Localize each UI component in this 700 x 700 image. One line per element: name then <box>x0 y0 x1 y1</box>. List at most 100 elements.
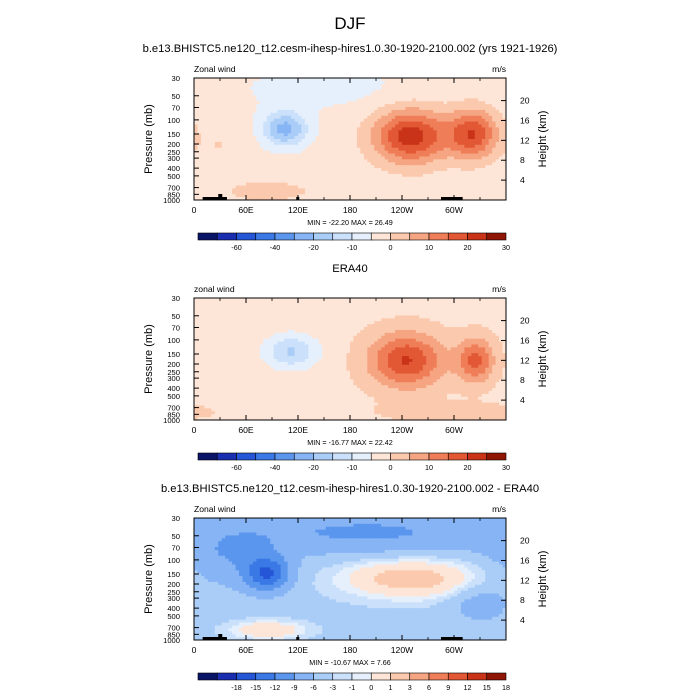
contour-cell <box>301 83 306 88</box>
contour-cell <box>467 141 472 146</box>
contour-cell <box>381 170 386 175</box>
contour-cell <box>200 139 205 143</box>
contour-cell <box>488 173 493 178</box>
contour-cell <box>204 312 209 317</box>
contour-cell <box>381 107 386 111</box>
contour-cell <box>450 124 455 128</box>
contour-cell <box>280 417 285 420</box>
height-tick-label: 8 <box>520 155 525 165</box>
contour-cell <box>301 92 306 97</box>
contour-cell <box>304 86 309 91</box>
contour-cell <box>259 80 264 85</box>
contour-cell <box>218 141 223 146</box>
contour-cell <box>252 388 257 392</box>
contour-cell <box>239 109 244 114</box>
contour-cell <box>218 373 223 378</box>
contour-cell <box>228 118 233 123</box>
contour-cell <box>391 121 396 126</box>
contour-cell <box>266 170 271 175</box>
contour-cell <box>204 414 209 418</box>
contour-cell <box>457 159 462 163</box>
contour-cell <box>408 107 413 111</box>
contour-cell <box>311 159 316 163</box>
contour-cell <box>440 185 445 189</box>
contour-cell <box>408 170 413 175</box>
contour-cell <box>301 104 306 108</box>
contour-cell <box>197 162 202 166</box>
contour-cell <box>291 182 296 187</box>
contour-cell <box>374 173 379 178</box>
contour-cell <box>246 133 251 137</box>
contour-cell <box>232 130 237 134</box>
contour-cell <box>252 83 257 88</box>
contour-cell <box>304 188 309 192</box>
contour-cell <box>197 298 202 302</box>
contour-cell <box>211 104 216 108</box>
contour-cell <box>221 411 226 415</box>
contour-cell <box>221 121 226 126</box>
contour-cell <box>395 159 400 163</box>
contour-cell <box>398 86 403 91</box>
contour-cell <box>228 115 233 120</box>
contour-cell <box>197 379 202 383</box>
contour-cell <box>308 109 313 114</box>
contour-cell <box>280 150 285 155</box>
contour-cell <box>447 144 452 149</box>
contour-cell <box>218 335 223 340</box>
contour-cell <box>242 315 247 319</box>
contour-cell <box>225 318 230 322</box>
contour-cell <box>221 332 226 337</box>
contour-cell <box>263 197 268 200</box>
contour-cell <box>429 121 434 126</box>
contour-cell <box>280 390 285 395</box>
contour-cell <box>384 182 389 187</box>
contour-cell <box>211 176 216 181</box>
contour-cell <box>346 173 351 178</box>
contour-cell <box>211 159 216 163</box>
contour-cell <box>436 165 441 169</box>
contour-cell <box>329 144 334 149</box>
contour-cell <box>259 405 264 409</box>
contour-cell <box>273 315 278 319</box>
contour-cell <box>402 121 407 126</box>
contour-cell <box>308 121 313 126</box>
contour-cell <box>252 188 257 192</box>
contour-cell <box>246 315 251 319</box>
contour-cell <box>249 327 254 331</box>
contour-cell <box>266 159 271 163</box>
contour-cell <box>204 147 209 152</box>
contour-cell <box>259 141 264 146</box>
contour-cell <box>408 124 413 128</box>
contour-cell <box>298 127 303 131</box>
contour-cell <box>460 133 465 137</box>
contour-cell <box>194 370 199 375</box>
contour-cell <box>204 402 209 407</box>
contour-cell <box>214 318 219 322</box>
contour-cell <box>350 95 355 99</box>
contour-cell <box>242 124 247 128</box>
contour-cell <box>242 408 247 412</box>
contour-cell <box>242 306 247 311</box>
contour-cell <box>336 162 341 166</box>
contour-cell <box>204 168 209 172</box>
contour-cell <box>301 153 306 158</box>
contour-cell <box>315 78 320 82</box>
contour-cell <box>263 176 268 181</box>
contour-cell <box>197 309 202 314</box>
contour-cell <box>207 115 212 120</box>
contour-cell <box>277 124 282 128</box>
contour-cell <box>429 86 434 91</box>
contour-cell <box>440 188 445 192</box>
contour-cell <box>450 185 455 189</box>
contour-cell <box>419 165 424 169</box>
contour-cell <box>221 338 226 343</box>
contour-cell <box>259 188 264 192</box>
contour-cell <box>464 124 469 128</box>
contour-cell <box>263 361 268 366</box>
contour-cell <box>343 168 348 172</box>
contour-cell <box>214 367 219 372</box>
contour-cell <box>280 89 285 94</box>
y-axis-right-title: Height (km) <box>537 111 549 168</box>
contour-cell <box>249 144 254 149</box>
contour-cell <box>228 173 233 178</box>
